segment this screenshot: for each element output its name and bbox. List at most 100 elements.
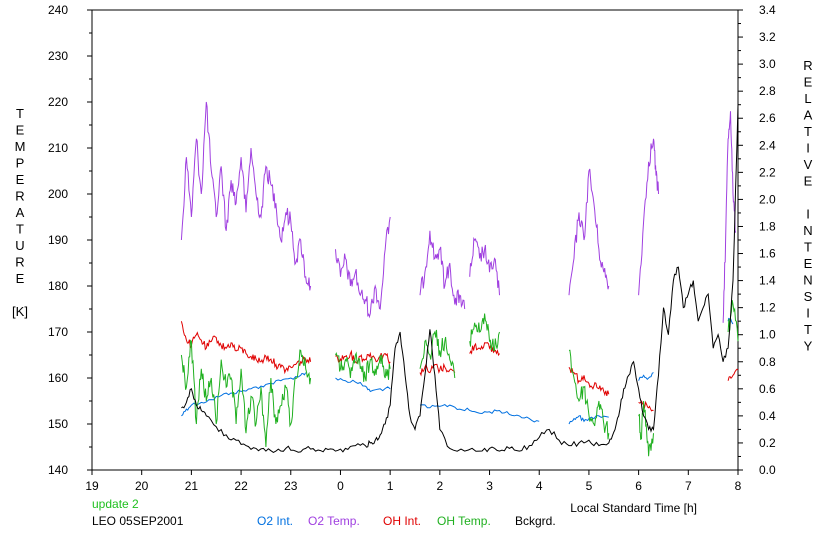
y-right-title-char: V [804, 157, 813, 172]
y-left-tick-label: 240 [48, 3, 68, 17]
series-line-oh-int [335, 349, 391, 365]
y-right-title-char: T [804, 240, 812, 255]
y-right-tick-label: 1.0 [759, 328, 776, 342]
legend-o2-int: O2 Int. [257, 514, 294, 528]
series-line-o2-temp [638, 138, 659, 296]
update-label: update 2 [92, 497, 139, 511]
y-right-tick-label: 1.6 [759, 247, 776, 261]
y-right-tick-label: 0.0 [759, 463, 776, 477]
y-left-title-char: A [16, 205, 25, 220]
legend-oh-temp: OH Temp. [437, 514, 491, 528]
y-right-title-char: T [804, 322, 812, 337]
y-left-tick-label: 180 [48, 279, 68, 293]
x-tick-label: 8 [735, 479, 742, 493]
series-line-o2-temp [335, 216, 391, 319]
y-right-title-char: Y [804, 339, 813, 354]
y-right-tick-label: 3.0 [759, 57, 776, 71]
x-tick-label: 1 [387, 479, 394, 493]
y-right-title-char: T [804, 124, 812, 139]
y-left-title-char: U [15, 238, 24, 253]
y-right-title-char: S [804, 289, 813, 304]
y-left-tick-label: 170 [48, 325, 68, 339]
y-left-title-char: [K] [12, 304, 28, 319]
series-line-oh-int [180, 321, 312, 375]
x-axis-label: Local Standard Time [h] [570, 501, 697, 515]
series-line-oh-temp [469, 313, 500, 352]
y-left-tick-label: 150 [48, 417, 68, 431]
series-line-oh-temp [419, 329, 456, 379]
x-tick-label: 0 [337, 479, 344, 493]
y-right-tick-label: 2.2 [759, 165, 776, 179]
series-line-o2-int [419, 404, 540, 423]
y-right-tick-label: 0.2 [759, 436, 776, 450]
y-right-tick-label: 1.8 [759, 219, 776, 233]
ticks-layer: 19 20 21 22 23 0 1 2 3 4 5 6 7 8140150160170180190200… [48, 3, 776, 493]
y-right-title-char: I [806, 207, 810, 222]
y-right-title-char: N [803, 273, 812, 288]
y-left-tick-label: 160 [48, 371, 68, 385]
legend-bckgrd: Bckgrd. [515, 514, 556, 528]
y-right-title-char: L [804, 91, 811, 106]
y-left-title-char: E [16, 172, 25, 187]
y-left-title-char: E [16, 123, 25, 138]
x-tick-label: 7 [685, 479, 692, 493]
y-right-tick-label: 2.0 [759, 192, 776, 206]
y-right-tick-label: 0.6 [759, 382, 776, 396]
y-left-title-char: R [15, 255, 24, 270]
y-left-tick-label: 190 [48, 233, 68, 247]
y-right-title-char: E [804, 256, 813, 271]
y-right-tick-label: 0.8 [759, 355, 776, 369]
y-left-tick-label: 220 [48, 95, 68, 109]
series-line-oh-temp [335, 351, 391, 382]
y-right-title-char: I [806, 141, 810, 156]
series-line-o2-int [568, 414, 609, 425]
y-right-title-char: E [804, 174, 813, 189]
y-right-tick-label: 1.2 [759, 301, 776, 315]
series-line-oh-int [568, 366, 610, 397]
y-right-tick-label: 3.2 [759, 30, 776, 44]
series-line-o2-temp [419, 230, 466, 310]
x-tick-label: 19 [85, 479, 99, 493]
legend-oh-int: OH Int. [383, 514, 422, 528]
series-line-o2-temp [568, 168, 610, 296]
x-tick-label: 6 [635, 479, 642, 493]
y-left-title-char: R [15, 189, 24, 204]
series-line-oh-temp [568, 349, 610, 440]
y-left-title-char: M [15, 139, 26, 154]
y-left-tick-label: 230 [48, 49, 68, 63]
y-left-title-char: P [16, 156, 25, 171]
x-tick-label: 21 [185, 479, 199, 493]
series-line-o2-int [335, 377, 391, 393]
series-line-bckgrd [181, 104, 739, 453]
series-line-oh-temp [180, 339, 312, 448]
series-line-oh-int [727, 368, 739, 381]
y-right-tick-label: 0.4 [759, 409, 776, 423]
y-right-tick-label: 2.4 [759, 138, 776, 152]
series-line-o2-temp [722, 111, 736, 323]
station-date-label: LEO 05SEP2001 [92, 514, 184, 528]
legend-o2-temp: O2 Temp. [308, 514, 360, 528]
y-right-title-char: I [806, 306, 810, 321]
y-right-tick-label: 1.4 [759, 274, 776, 288]
series-line-o2-temp [469, 236, 500, 296]
x-tick-label: 5 [586, 479, 593, 493]
y-right-title-char: R [803, 58, 812, 73]
x-tick-label: 4 [536, 479, 543, 493]
y-left-tick-label: 140 [48, 463, 68, 477]
y-left-title-char: T [16, 106, 24, 121]
series-layer [180, 101, 739, 457]
x-tick-label: 2 [437, 479, 444, 493]
y-right-title-char: A [804, 108, 813, 123]
y-right-tick-label: 3.4 [759, 3, 776, 17]
series-line-o2-temp [180, 101, 312, 291]
x-tick-label: 23 [284, 479, 298, 493]
y-left-title-char: E [16, 271, 25, 286]
y-right-title-char: E [804, 75, 813, 90]
y-left-tick-label: 200 [48, 187, 68, 201]
y-left-tick-label: 210 [48, 141, 68, 155]
y-right-tick-label: 2.6 [759, 111, 776, 125]
x-tick-label: 22 [234, 479, 248, 493]
y-right-title-char: N [803, 223, 812, 238]
